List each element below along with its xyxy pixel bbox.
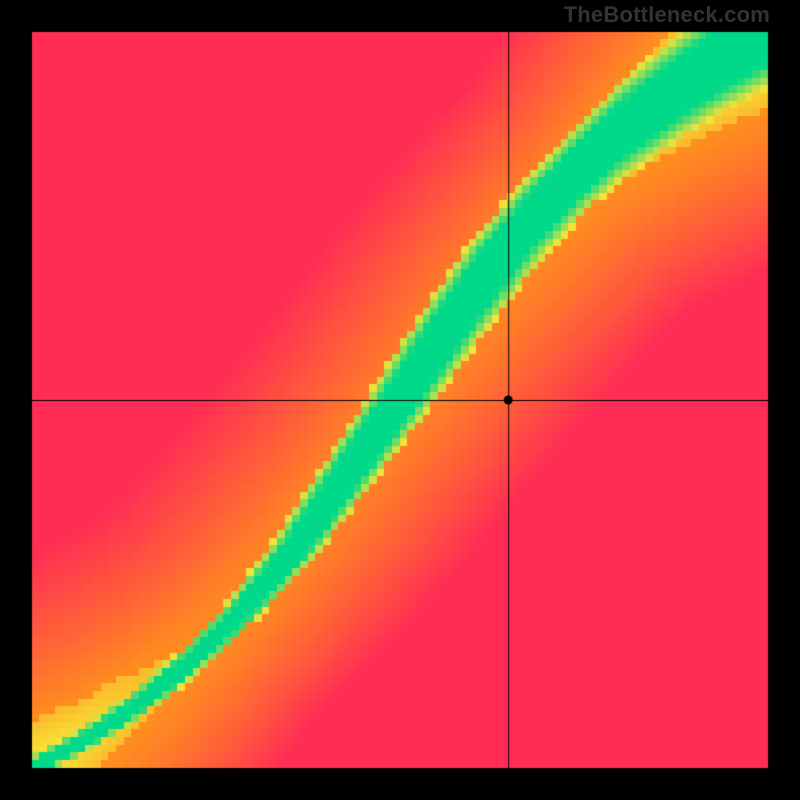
heatmap-canvas bbox=[0, 0, 800, 800]
chart-container: TheBottleneck.com bbox=[0, 0, 800, 800]
watermark-text: TheBottleneck.com bbox=[564, 2, 770, 28]
